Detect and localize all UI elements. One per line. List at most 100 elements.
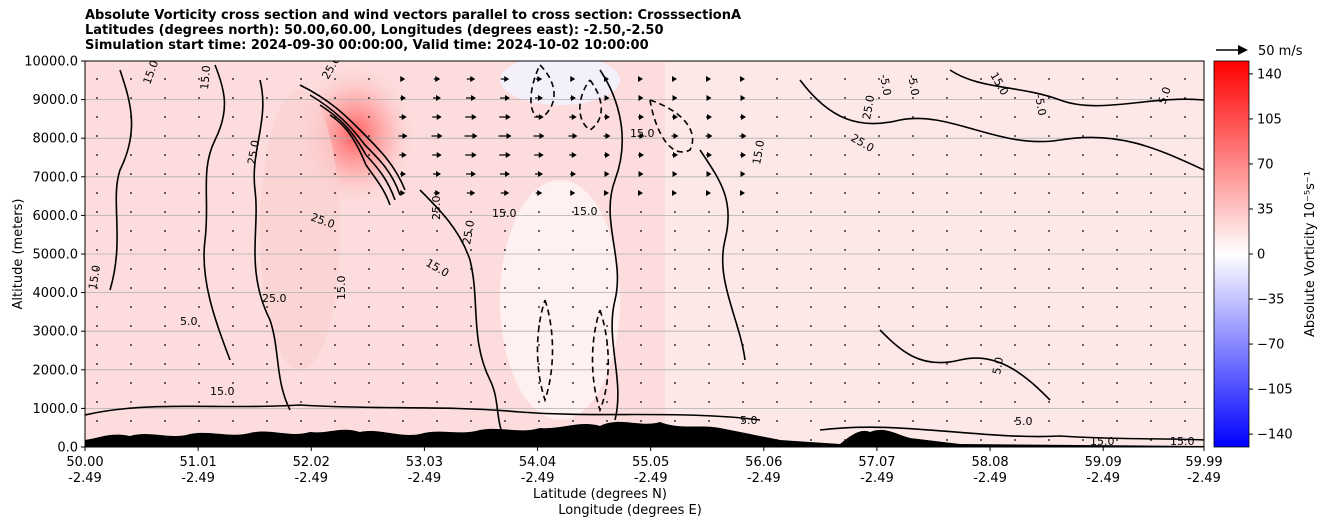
wind-vector — [130, 306, 132, 308]
wind-vector — [640, 420, 642, 422]
wind-vector — [436, 420, 438, 422]
wind-vector — [810, 154, 812, 156]
wind-vector — [946, 382, 948, 384]
wind-vector — [368, 287, 370, 289]
wind-vector — [334, 116, 336, 118]
colorbar-tick-label: 35 — [1257, 202, 1274, 217]
wind-vector — [878, 135, 880, 137]
wind-vector — [912, 249, 914, 251]
wind-vector — [164, 382, 166, 384]
wind-vector — [640, 211, 642, 213]
wind-vector — [1014, 116, 1016, 118]
wind-vector — [470, 268, 472, 270]
wind-vector-head — [741, 114, 746, 120]
wind-vector — [266, 78, 268, 80]
wind-vector — [334, 287, 336, 289]
wind-vector — [1082, 439, 1084, 441]
wind-vectors — [96, 76, 1186, 441]
wind-vector-head — [401, 95, 406, 101]
wind-vector — [300, 78, 302, 80]
wind-vector — [1184, 192, 1186, 194]
wind-vector — [912, 382, 914, 384]
wind-vector — [436, 306, 438, 308]
wind-vector — [776, 135, 778, 137]
wind-vector — [640, 325, 642, 327]
wind-vector — [164, 154, 166, 156]
x-tick-label-lon: -2.49 — [294, 471, 328, 486]
wind-vector-head — [538, 95, 543, 101]
y-axis: 0.0 1000.0 2000.0 3000.0 4000.0 5000.0 6000.0 7… — [24, 55, 85, 456]
wind-vector — [674, 382, 676, 384]
wind-vector — [912, 192, 914, 194]
wind-vector — [742, 268, 744, 270]
wind-vector — [1184, 325, 1186, 327]
wind-vector — [572, 382, 574, 384]
wind-vector — [1150, 154, 1152, 156]
wind-vector — [334, 420, 336, 422]
wind-vector — [266, 154, 268, 156]
wind-vector-head — [537, 190, 543, 196]
wind-vector — [878, 382, 880, 384]
contour-line-negative — [530, 64, 555, 118]
wind-vector — [742, 401, 744, 403]
wind-vector-head — [741, 133, 747, 139]
wind-vector — [470, 363, 472, 365]
wind-vector-head — [706, 95, 712, 101]
wind-vector — [606, 325, 608, 327]
wind-vector — [164, 116, 166, 118]
wind-vector — [334, 306, 336, 308]
wind-vector — [232, 78, 234, 80]
wind-vector — [130, 249, 132, 251]
wind-vector — [606, 382, 608, 384]
wind-vector-head — [572, 133, 578, 139]
wind-vector — [1082, 382, 1084, 384]
wind-vector — [198, 363, 200, 365]
wind-vector — [368, 154, 370, 156]
wind-vector — [1082, 135, 1084, 137]
wind-vector — [980, 382, 982, 384]
wind-vector — [266, 268, 268, 270]
x-tick-label-lat: 53.03 — [406, 455, 443, 470]
wind-vector-head — [401, 171, 406, 177]
wind-vector — [878, 249, 880, 251]
wind-vector — [640, 382, 642, 384]
wind-vector — [232, 382, 234, 384]
wind-vector — [844, 116, 846, 118]
wind-vector — [844, 420, 846, 422]
wind-vector — [946, 154, 948, 156]
wind-vector-head — [538, 114, 544, 120]
wind-vector — [504, 325, 506, 327]
wind-vector — [572, 249, 574, 251]
wind-vector — [130, 363, 132, 365]
wind-vector — [130, 97, 132, 99]
wind-vector — [436, 363, 438, 365]
wind-vector — [538, 325, 540, 327]
wind-vector-head — [471, 114, 477, 120]
wind-vector — [504, 420, 506, 422]
wind-vector-head — [638, 171, 644, 177]
contour-label: 15.0 — [198, 65, 213, 91]
wind-vector — [130, 211, 132, 213]
wind-vector — [538, 420, 540, 422]
wind-vector — [232, 363, 234, 365]
wind-vector — [504, 268, 506, 270]
wind-vector — [1150, 439, 1152, 441]
wind-vector-head — [740, 76, 745, 82]
wind-vector — [266, 287, 268, 289]
contour-label: 15.0 — [630, 127, 655, 140]
wind-vector — [96, 97, 98, 99]
wind-vector-head — [707, 152, 712, 158]
wind-vector — [368, 97, 370, 99]
wind-vector — [130, 287, 132, 289]
wind-vector-head — [740, 95, 746, 101]
wind-vector — [844, 211, 846, 213]
wind-vector — [96, 78, 98, 80]
wind-vector — [810, 306, 812, 308]
wind-vector — [946, 306, 948, 308]
wind-vector — [844, 268, 846, 270]
x-tick-label-lon: -2.49 — [1187, 471, 1221, 486]
wind-vector — [1116, 173, 1118, 175]
wind-vector — [96, 420, 98, 422]
wind-vector — [1150, 249, 1152, 251]
wind-vector — [470, 382, 472, 384]
